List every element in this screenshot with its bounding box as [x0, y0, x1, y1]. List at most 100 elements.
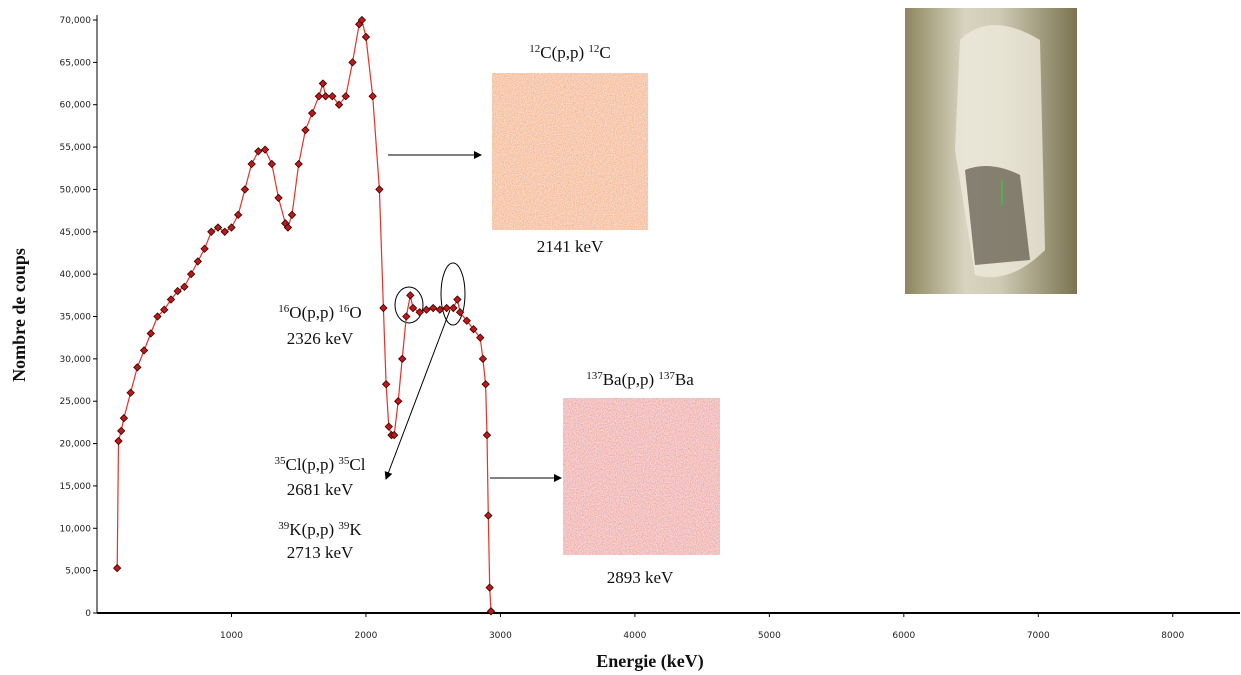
data-point	[234, 210, 243, 220]
data-point	[341, 92, 350, 101]
x-axis-label: Energie (keV)	[596, 651, 703, 672]
data-point	[260, 145, 270, 154]
y-tick-label: 30,000	[60, 355, 92, 365]
data-point	[484, 511, 493, 520]
y-tick-label: 5,000	[65, 567, 91, 577]
mass-number: 137	[658, 370, 675, 382]
data-point	[283, 223, 293, 232]
data-point	[348, 58, 357, 67]
energy-label: 2713 keV	[287, 543, 354, 562]
y-tick-label: 45,000	[60, 228, 92, 238]
element: O	[349, 303, 361, 322]
y-tick-label: 60,000	[60, 101, 92, 111]
data-point	[166, 295, 176, 304]
data-point	[381, 380, 391, 389]
element: K	[349, 520, 362, 539]
data-point	[294, 159, 303, 169]
data-point	[220, 227, 229, 236]
reaction-label: 137Ba(p,p) 137Ba	[586, 370, 694, 389]
data-point	[379, 303, 388, 313]
y-tick-label: 50,000	[60, 185, 92, 195]
element: O(p,p)	[289, 303, 338, 322]
x-tick-label: 7000	[1027, 631, 1050, 641]
y-tick-label: 15,000	[60, 482, 92, 492]
data-point	[478, 354, 488, 364]
data-point	[442, 303, 451, 313]
data-point	[240, 185, 250, 194]
energy-label: 2681 keV	[287, 480, 354, 499]
mass-number: 35	[338, 455, 350, 467]
data-point	[449, 303, 458, 313]
data-point	[406, 291, 415, 300]
data-point	[394, 397, 403, 406]
x-tick-label: 8000	[1161, 631, 1184, 641]
x-tick-label: 1000	[220, 631, 243, 641]
data-point	[133, 363, 142, 372]
element: Cl(p,p)	[286, 455, 339, 474]
element: C	[599, 43, 610, 62]
data-point	[213, 223, 223, 232]
data-point	[482, 430, 492, 440]
data-point	[328, 92, 337, 101]
y-tick-label: 35,000	[60, 313, 92, 323]
reaction-label: 16O(p,p) 16O	[278, 303, 361, 322]
data-point	[422, 305, 431, 314]
data-point	[469, 325, 478, 334]
mass-number: 16	[278, 303, 290, 315]
data-point	[227, 223, 236, 232]
y-tick-label: 55,000	[60, 143, 92, 153]
data-point	[485, 583, 494, 592]
mass-number: 12	[588, 43, 599, 55]
annotation-shapes	[384, 151, 562, 482]
data-point	[375, 185, 384, 194]
energy-label: 2326 keV	[287, 329, 354, 348]
element: Ba(p,p)	[603, 370, 659, 389]
data-point	[173, 286, 182, 296]
peak-circle	[440, 262, 466, 326]
data-point	[476, 333, 485, 342]
data-point	[193, 257, 203, 266]
energy-label: 2141 keV	[537, 237, 604, 256]
sample-dark	[965, 166, 1030, 265]
barium-map	[563, 398, 720, 555]
data-point	[429, 303, 438, 313]
reaction-label: 12C(p,p) 12C	[529, 43, 611, 62]
data-point	[247, 159, 256, 169]
mass-number: 16	[338, 303, 350, 315]
data-point	[180, 282, 189, 292]
data-point	[402, 312, 411, 321]
data-point	[117, 426, 126, 436]
data-point	[435, 305, 445, 314]
data-point	[160, 305, 169, 314]
data-point	[453, 295, 462, 304]
y-tick-label: 20,000	[60, 440, 92, 450]
data-point	[146, 329, 155, 338]
data-point	[334, 100, 344, 109]
y-tick-label: 65,000	[60, 58, 92, 68]
data-point	[361, 32, 371, 42]
data-point	[408, 303, 418, 313]
data-point	[274, 193, 283, 203]
mass-number: 35	[275, 455, 287, 467]
data-point	[314, 92, 324, 101]
data-point	[119, 413, 129, 423]
x-tick-label: 3000	[489, 631, 512, 641]
reaction-label: 39K(p,p) 39K	[278, 520, 362, 539]
data-point	[357, 15, 367, 25]
data-point	[384, 422, 393, 431]
energy-label: 2893 keV	[607, 568, 674, 587]
data-point	[481, 380, 490, 389]
y-tick-label: 40,000	[60, 270, 92, 280]
x-tick-label: 4000	[623, 631, 646, 641]
y-tick-label: 70,000	[60, 16, 92, 26]
element: Cl	[349, 455, 365, 474]
data-point	[390, 430, 399, 440]
data-point	[307, 109, 317, 118]
arrow	[384, 309, 451, 480]
data-point	[398, 354, 407, 364]
data-point	[207, 227, 216, 236]
x-tick-label: 5000	[758, 631, 781, 641]
x-tick-label: 6000	[892, 631, 915, 641]
data-point	[455, 308, 465, 317]
